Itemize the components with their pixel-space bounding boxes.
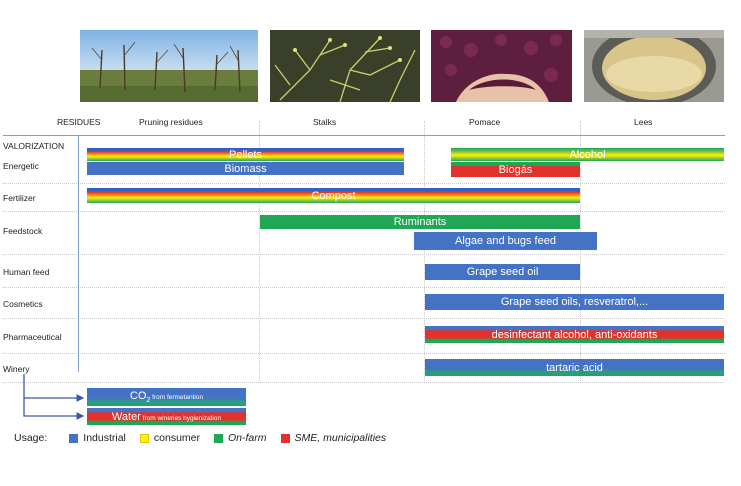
grid-divider <box>3 318 725 319</box>
bar-algae-and-bugs-feed: Algae and bugs feed <box>414 232 597 250</box>
bar-label: desinfectant alcohol, anti-oxidants <box>491 328 658 341</box>
legend-label-on-farm: On-farm <box>228 432 267 444</box>
grape-stalks-photo <box>270 30 420 102</box>
legend-swatch-consumer <box>139 433 149 443</box>
usage-legend: Usage: Industrial consumer On-farm SME, … <box>14 432 386 444</box>
bar-label: Biomass <box>224 162 267 175</box>
row-label-human-feed: Human feed <box>3 267 50 277</box>
water-main-text: Water <box>111 410 141 423</box>
bar-label: Pellets <box>228 148 263 161</box>
legend-swatch-sme <box>280 433 290 443</box>
grid-divider <box>259 121 260 383</box>
column-header-residues: RESIDUES <box>57 117 101 127</box>
bar-label: Water from wineries hygienization <box>112 411 221 423</box>
grid-divider <box>3 183 725 184</box>
row-label-energetic: Energetic <box>3 161 39 171</box>
grid-divider <box>3 211 725 212</box>
legend-label-industrial: Industrial <box>83 432 126 444</box>
bar-biogas: Biogás <box>451 162 580 177</box>
bar-desinfectant-alcohol-anti-oxidants: desinfectant alcohol, anti-oxidants <box>425 326 724 343</box>
bar-label: Alcohol <box>569 148 606 161</box>
legend-title: Usage: <box>14 432 48 444</box>
left-axis-line <box>78 136 79 372</box>
bar-tartaric-acid: tartaric acid <box>425 359 724 376</box>
bar-label: CO2 from fermetantion <box>130 390 203 404</box>
bar-ruminants: Ruminants <box>260 215 580 229</box>
row-label-cosmetics: Cosmetics <box>3 299 43 309</box>
co2-subscript: 2 <box>146 397 151 405</box>
legend-label-sme: SME, municipalities <box>294 432 387 444</box>
bar-pellets: Pellets <box>87 148 404 161</box>
grid-divider <box>580 121 581 383</box>
grid-divider <box>3 287 725 288</box>
bar-grape-seed-oil: Grape seed oil <box>425 264 580 280</box>
bar-compost: Compost <box>87 188 580 203</box>
bar-grape-seed-oils-resveratrol: Grape seed oils, resveratrol,... <box>425 294 724 310</box>
bar-label: Grape seed oils, resveratrol,... <box>500 296 649 308</box>
legend-swatch-industrial <box>69 433 79 443</box>
top-axis-line <box>3 135 725 136</box>
connector-arrows <box>23 374 85 420</box>
column-header-lees: Lees <box>634 117 653 127</box>
co2-main-text: CO <box>129 389 147 402</box>
bar-label: Ruminants <box>393 216 447 228</box>
row-label-feedstock: Feedstock <box>3 226 43 236</box>
co2-tail-text: from fermetantion <box>150 393 204 401</box>
legend-label-consumer: consumer <box>153 432 200 444</box>
bar-alcohol: Alcohol <box>451 148 724 161</box>
column-header-stalks: Stalks <box>313 117 337 127</box>
grape-pomace-photo <box>431 30 572 102</box>
grid-divider <box>3 254 725 255</box>
row-label-pharmaceutical: Pharmaceutical <box>3 332 62 342</box>
column-header-pomace: Pomace <box>469 117 501 127</box>
bar-label: tartaric acid <box>546 361 603 374</box>
legend-swatch-on-farm <box>214 433 223 443</box>
row-label-winery: Winery <box>3 364 30 374</box>
row-label-valorization: VALORIZATION <box>3 141 65 151</box>
bar-water-from-wineries-hygienization: Water from wineries hygienization <box>87 408 246 425</box>
bar-co2-from-fermentation: CO2 from fermetantion <box>87 388 246 406</box>
bar-label: Grape seed oil <box>466 266 539 278</box>
row-label-fertilizer: Fertilizer <box>3 193 36 203</box>
bar-label: Biogás <box>498 163 533 176</box>
vineyard-pruning-photo <box>80 30 258 102</box>
grid-divider <box>3 353 725 354</box>
column-header-pruning-residues: Pruning residues <box>139 117 203 127</box>
bar-biomass: Biomass <box>87 162 404 175</box>
grid-divider <box>424 121 425 383</box>
grid-divider <box>3 382 725 383</box>
bar-label: Compost <box>311 189 356 202</box>
wine-lees-photo <box>584 30 724 102</box>
water-tail-text: from wineries hygienization <box>140 414 222 422</box>
bar-label: Algae and bugs feed <box>455 235 556 247</box>
